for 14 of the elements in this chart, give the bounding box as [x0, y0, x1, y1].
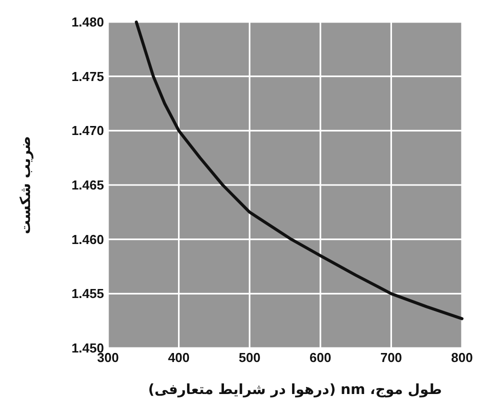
y-tick-label: 1.470 — [71, 123, 104, 138]
y-axis-title: ضریب شکست — [18, 136, 34, 234]
x-tick-label: 600 — [310, 350, 332, 365]
x-tick-label: 500 — [238, 350, 260, 365]
y-tick-label: 1.475 — [71, 68, 104, 84]
y-tick-label: 1.465 — [71, 178, 104, 192]
x-tick-label: 800 — [451, 350, 473, 365]
y-tick-label: 1.455 — [71, 286, 104, 302]
line-series — [134, 20, 464, 320]
x-tick-label: 700 — [380, 350, 402, 365]
y-tick-label: 1.460 — [71, 232, 104, 247]
x-axis-title: طول موج، nm (درهوا در شرایط متعارفی) — [148, 382, 442, 398]
x-tick-label: 400 — [168, 350, 190, 365]
y-tick-label: 1.480 — [71, 14, 104, 30]
